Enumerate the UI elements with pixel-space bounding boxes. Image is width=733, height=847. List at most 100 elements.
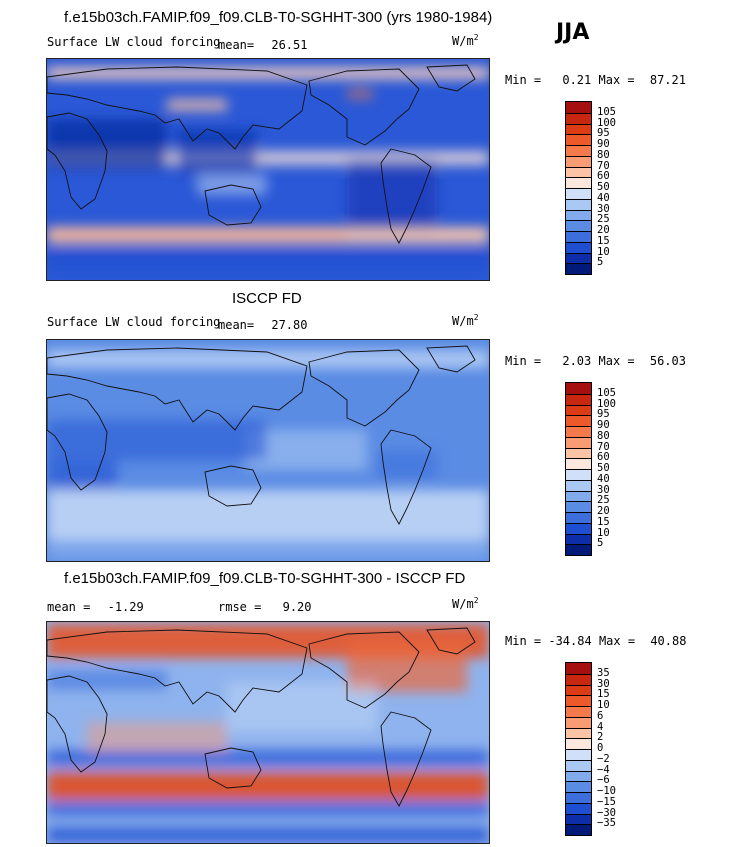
colorbar-segment — [566, 749, 591, 760]
colorbar-segment — [566, 759, 591, 771]
colorbar-segment — [566, 727, 591, 739]
colorbar-tick-label: 50 — [597, 181, 610, 193]
coastline — [308, 631, 420, 709]
field-region — [47, 772, 489, 800]
panel-1-minmax: Min = 0.21 Max = 87.21 — [505, 73, 686, 87]
panel-2-map — [46, 339, 490, 562]
field-region — [47, 249, 489, 269]
coastline — [47, 66, 308, 150]
coastline — [47, 112, 108, 210]
colorbar-segment — [566, 155, 591, 167]
colorbar-segment — [566, 738, 591, 749]
field-region — [47, 827, 489, 843]
colorbar-segment — [566, 716, 591, 728]
panel-3-rmse: rmse = 9.20 — [218, 600, 312, 614]
colorbar-tick-label: 10 — [597, 526, 610, 539]
field-region — [177, 129, 257, 173]
field-region — [47, 229, 347, 239]
colorbar-segment — [566, 544, 591, 555]
colorbar-segment — [566, 415, 591, 426]
colorbar-tick-label: 95 — [597, 127, 610, 140]
colorbar-segment — [566, 706, 591, 717]
colorbar-segment — [566, 770, 591, 782]
colorbar-tick-label: 50 — [597, 462, 610, 474]
colorbar-segment — [566, 673, 591, 685]
colorbar-segment — [566, 166, 591, 178]
field-region — [47, 460, 117, 490]
colorbar-tick-label: 30 — [597, 483, 610, 496]
colorbar-segment — [566, 123, 591, 135]
field-region — [47, 540, 489, 560]
coastline — [426, 627, 476, 655]
colorbar-segment — [566, 426, 591, 437]
colorbar-tick-label: 40 — [597, 472, 610, 485]
colorbar-segment — [566, 813, 591, 825]
colorbar-tick-label: 90 — [597, 419, 610, 431]
colorbar-segment — [566, 695, 591, 706]
colorbar-segment — [566, 252, 591, 264]
coastline — [204, 184, 262, 226]
panel-2-mean: mean= 27.80 — [218, 318, 308, 332]
panel-3-units: W/m2 — [452, 596, 479, 611]
colorbar-tick-label: 10 — [597, 245, 610, 258]
colorbar-segment — [566, 458, 591, 469]
field-map-svg — [47, 340, 489, 561]
colorbar-segment — [566, 112, 591, 124]
colorbar-tick-label: 60 — [597, 451, 610, 464]
panel-1-variable: Surface LW cloud forcing — [47, 35, 221, 49]
panel-3-map — [46, 621, 490, 844]
field-region — [227, 682, 377, 732]
field-region — [377, 450, 437, 480]
coastline — [380, 711, 432, 807]
colorbar-segment — [566, 436, 591, 448]
field-region — [347, 159, 437, 229]
colorbar-segment — [566, 824, 591, 835]
colorbar-tick-label: 4 — [597, 720, 604, 733]
field-map-svg — [47, 622, 489, 843]
panel-1-units: W/m2 — [452, 33, 479, 48]
colorbar-tick-label: −30 — [597, 806, 616, 819]
colorbar-tick-label: 60 — [597, 170, 610, 183]
panel-3-title: f.e15b03ch.FAMIP.f09_f09.CLB-T0-SGHHT-30… — [64, 570, 466, 587]
colorbar-segment — [566, 102, 591, 113]
coastline — [380, 429, 432, 525]
colorbar-tick-label: 30 — [597, 202, 610, 215]
colorbar-segment — [566, 263, 591, 274]
panel-2-title: ISCCP FD — [232, 290, 302, 307]
colorbar-tick-label: 20 — [597, 224, 610, 236]
panel-3-mean: mean = -1.29 — [47, 600, 144, 614]
colorbar-tick-label: 105 — [597, 105, 616, 118]
colorbar-tick-label: 70 — [597, 440, 610, 453]
colorbar-tick-label: −2 — [597, 752, 610, 765]
colorbar-segment — [566, 522, 591, 534]
panel-2-minmax: Min = 2.03 Max = 56.03 — [505, 354, 686, 368]
panel-1-title: f.e15b03ch.FAMIP.f09_f09.CLB-T0-SGHHT-30… — [64, 9, 493, 26]
colorbar-segment — [566, 802, 591, 814]
coastline — [308, 349, 420, 427]
field-region — [47, 420, 267, 460]
field-map-svg — [47, 59, 489, 280]
colorbar-tick-label: 25 — [597, 213, 610, 226]
coastline — [47, 629, 308, 713]
colorbar-segment — [566, 469, 591, 480]
colorbar-tick-label: 15 — [597, 515, 610, 528]
panel-1-map — [46, 58, 490, 281]
colorbar-tick-label: −4 — [597, 763, 610, 776]
field-region — [87, 722, 227, 752]
colorbar-tick-label: 100 — [597, 116, 616, 129]
field-region — [347, 89, 373, 99]
season-label: JJA — [556, 20, 590, 45]
colorbar-tick-label: 35 — [597, 666, 610, 679]
colorbar-tick-label: 5 — [597, 537, 604, 550]
colorbar-tick-label: 6 — [597, 709, 604, 722]
field-region — [47, 119, 167, 169]
colorbar-segment — [566, 220, 591, 231]
panel-3-colorbar — [565, 662, 592, 836]
colorbar-segment — [566, 447, 591, 459]
coastline — [47, 675, 108, 773]
coastline — [426, 345, 476, 373]
colorbar-tick-label: −6 — [597, 774, 610, 787]
colorbar-segment — [566, 134, 591, 145]
field-region — [47, 350, 489, 368]
colorbar-tick-label: 0 — [597, 742, 604, 754]
